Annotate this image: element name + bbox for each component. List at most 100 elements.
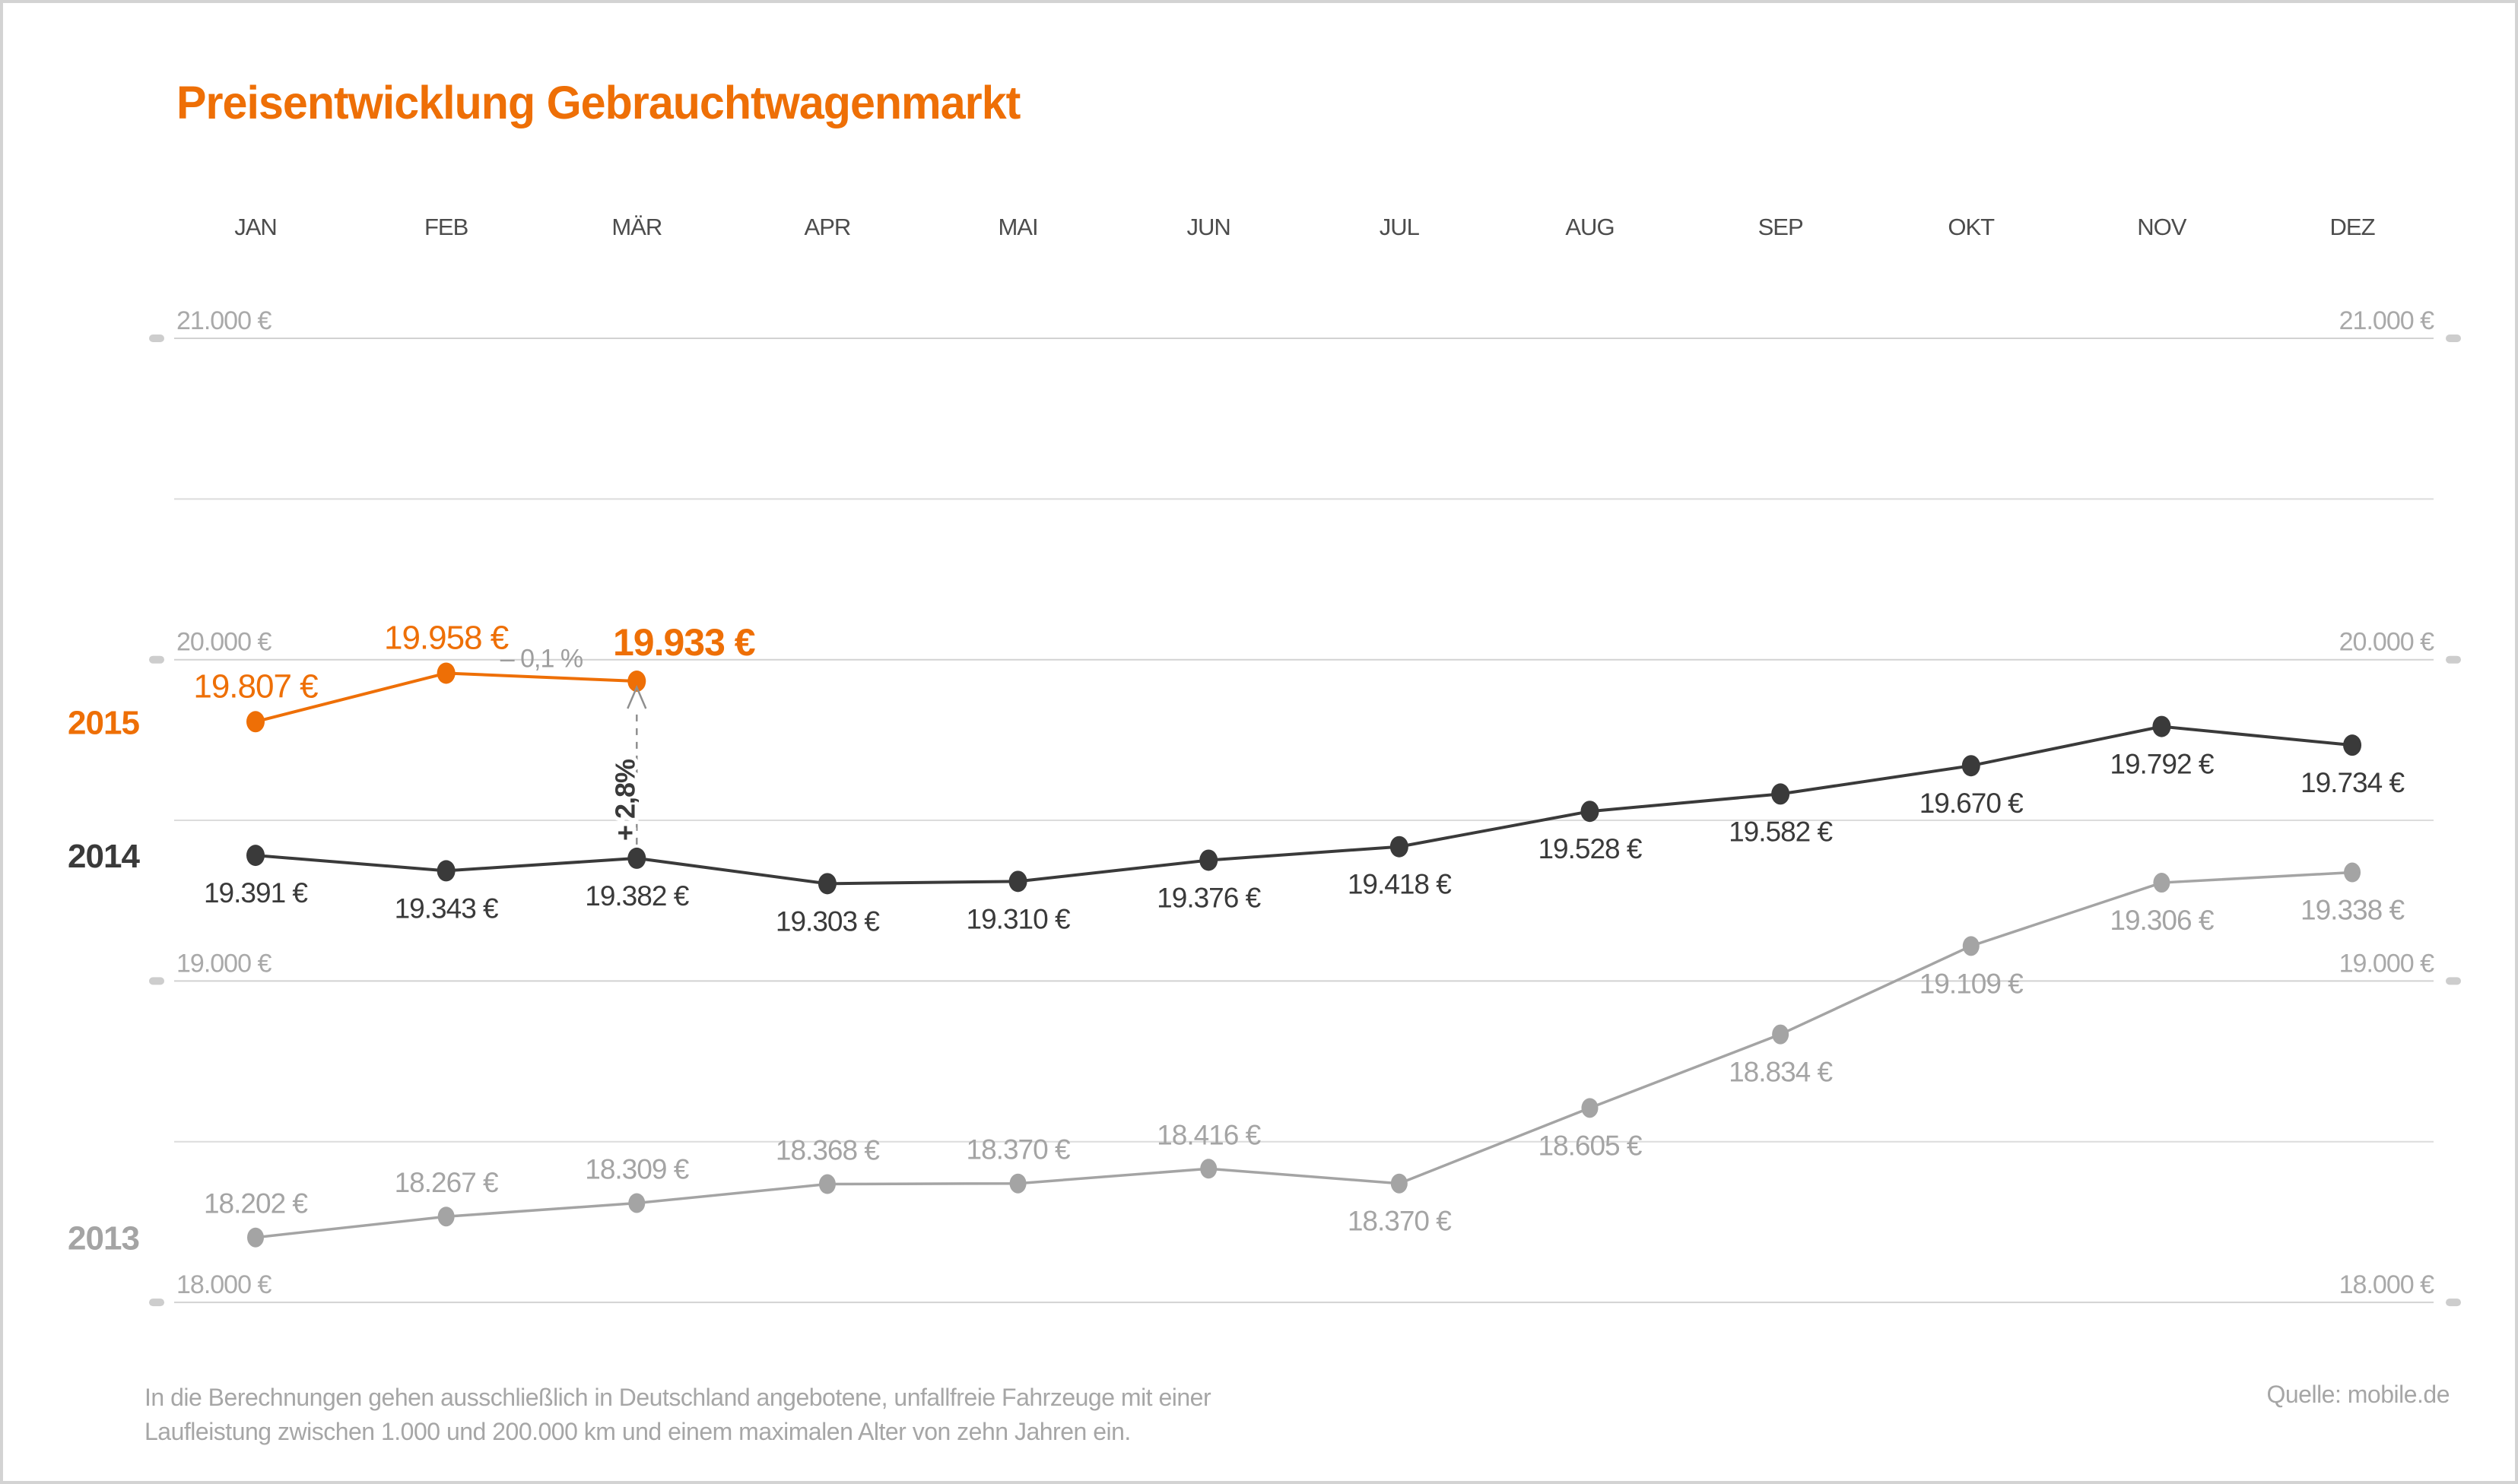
data-point — [246, 711, 265, 733]
x-axis-label: JAN — [234, 214, 277, 240]
series-2014: 19.391 € 19.343 € 19.382 € 19.303 € 19.310 €… — [68, 715, 2405, 937]
y-axis-label-left: 18.000 € — [176, 1270, 271, 1299]
x-axis-label: MÄR — [611, 214, 662, 240]
data-point — [1961, 755, 1980, 777]
page-title: Preisentwicklung Gebrauchtwagenmarkt — [176, 77, 1021, 128]
data-point — [1771, 783, 1790, 805]
value-label: 19.958 € — [384, 619, 509, 656]
footnote-line-2: Laufleistung zwischen 1.000 und 200.000 … — [144, 1418, 1131, 1445]
axis-tick-left — [149, 335, 164, 342]
value-label: 19.306 € — [2110, 905, 2214, 936]
value-label: 19.338 € — [2300, 895, 2405, 926]
data-point — [1199, 849, 1218, 871]
data-point — [1580, 801, 1599, 823]
series-2015: 19.807 € 19.958 € 19.933 € 2015 — [68, 619, 756, 741]
x-axis-label: JUL — [1380, 214, 1420, 240]
source-credit: Quelle: mobile.de — [2266, 1381, 2450, 1408]
series-2013: 18.202 € 18.267 € 18.309 € 18.368 € 18.370 €… — [68, 862, 2405, 1257]
y-axis-group: 21.000 € 21.000 € 20.000 € 20.000 € 19.000 €… — [149, 306, 2461, 1307]
value-label: 18.267 € — [395, 1167, 499, 1198]
value-label: 19.109 € — [1919, 968, 2024, 999]
data-point — [1581, 1098, 1599, 1118]
x-axis-label: NOV — [2137, 214, 2187, 240]
axis-tick-left — [149, 655, 164, 664]
series-year-label: 2015 — [68, 704, 139, 741]
axis-tick-right — [2446, 977, 2461, 985]
data-point — [2152, 715, 2171, 737]
y-axis-label-left: 20.000 € — [176, 628, 271, 657]
y-axis-label-left: 21.000 € — [176, 306, 271, 335]
value-label: 18.368 € — [776, 1135, 880, 1166]
y-axis-label-right: 18.000 € — [2339, 1270, 2434, 1299]
value-label: 18.834 € — [1729, 1057, 1833, 1088]
data-point — [2343, 734, 2362, 756]
x-axis-label: FEB — [424, 214, 468, 240]
value-label: 19.734 € — [2300, 767, 2405, 798]
value-label: 18.370 € — [1348, 1206, 1452, 1237]
data-point — [818, 873, 837, 895]
x-axis-label: DEZ — [2330, 214, 2375, 240]
data-point — [627, 847, 646, 869]
x-axis-label: AUG — [1565, 214, 1614, 240]
annotations-group: – 0,1 % + 2,8% — [500, 644, 647, 845]
value-label: 18.309 € — [585, 1153, 689, 1184]
data-point — [1008, 870, 1027, 893]
value-label: 19.807 € — [193, 667, 318, 705]
data-point — [437, 860, 456, 882]
series-year-label: 2013 — [68, 1220, 139, 1257]
yoy-arrow-head — [627, 684, 647, 709]
value-label: 19.303 € — [776, 905, 880, 937]
x-axis-label: JUN — [1187, 214, 1230, 240]
value-label: 19.310 € — [967, 903, 1071, 934]
value-label: 19.582 € — [1729, 816, 1833, 847]
data-point — [1200, 1159, 1218, 1179]
y-axis-label-right: 20.000 € — [2339, 628, 2434, 657]
methodology-footnote: In die Berechnungen gehen ausschließlich… — [144, 1381, 1211, 1449]
yoy-change-annotation: + 2,8% — [609, 759, 640, 841]
value-label: 19.343 € — [395, 893, 499, 924]
data-point — [2153, 873, 2170, 893]
value-label: 18.202 € — [204, 1188, 308, 1219]
y-axis-label-left: 19.000 € — [176, 949, 271, 978]
month-change-annotation: – 0,1 % — [500, 644, 583, 673]
value-label: 19.528 € — [1538, 833, 1642, 864]
price-chart: 21.000 € 21.000 € 20.000 € 20.000 € 19.000 €… — [68, 214, 2461, 1307]
x-axis-group: JAN FEB MÄR APR MAI JUN JUL AUG SEP OKT NOV DEZ — [234, 214, 2375, 240]
axis-tick-right — [2446, 1298, 2461, 1307]
data-point — [1962, 936, 1980, 956]
y-axis-label-right: 21.000 € — [2339, 306, 2434, 335]
axis-tick-left — [149, 1298, 164, 1307]
value-label: 19.376 € — [1157, 882, 1261, 913]
data-point — [437, 1207, 455, 1227]
data-point — [1009, 1173, 1027, 1194]
x-axis-label: OKT — [1948, 214, 1995, 240]
value-label: 18.370 € — [967, 1134, 1071, 1165]
axis-tick-left — [149, 977, 164, 985]
footnote-line-1: In die Berechnungen gehen ausschließlich… — [144, 1384, 1211, 1411]
value-label: 18.605 € — [1538, 1130, 1642, 1161]
series-line — [255, 870, 2353, 1239]
value-label: 19.382 € — [585, 880, 689, 912]
value-label: 19.670 € — [1919, 788, 2024, 819]
axis-tick-right — [2446, 655, 2461, 664]
x-axis-label: MAI — [998, 214, 1037, 240]
data-point — [1390, 1173, 1408, 1194]
data-point — [2344, 862, 2361, 883]
value-label: 18.416 € — [1157, 1119, 1261, 1150]
data-point — [437, 662, 456, 684]
value-label: 19.933 € — [613, 621, 755, 664]
series-line — [255, 725, 2353, 886]
data-point — [627, 671, 646, 693]
data-point — [1772, 1024, 1789, 1045]
data-point — [247, 1227, 264, 1248]
x-axis-label: APR — [805, 214, 851, 240]
gridlines-group — [174, 338, 2434, 1304]
data-point — [246, 845, 265, 867]
data-point — [1389, 836, 1408, 858]
value-label: 19.418 € — [1348, 869, 1452, 900]
axis-tick-right — [2446, 335, 2461, 342]
y-axis-label-right: 19.000 € — [2339, 949, 2434, 978]
series-year-label: 2014 — [68, 838, 140, 875]
value-label: 19.391 € — [204, 877, 308, 908]
